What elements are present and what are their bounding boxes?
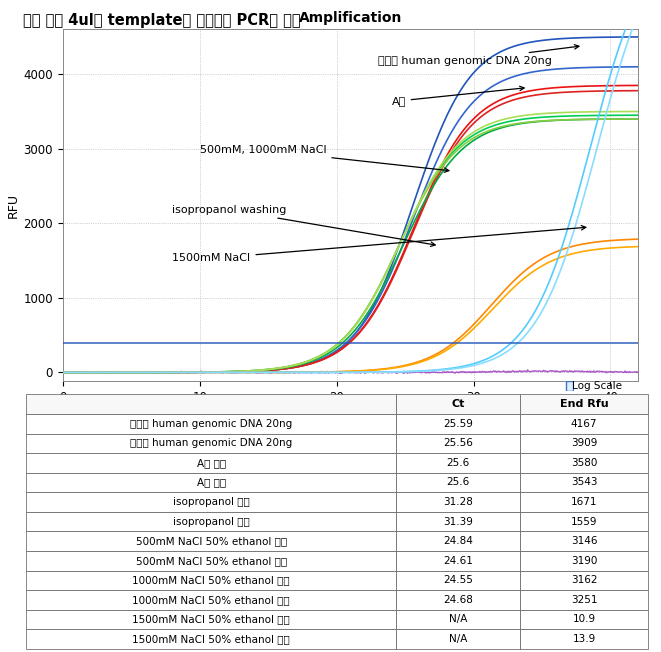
Text: 3190: 3190 (571, 556, 598, 566)
Text: isopropanol washing: isopropanol washing (173, 205, 435, 246)
Bar (26, 492, 396, 512)
Bar (396, 531, 520, 551)
Bar (520, 590, 648, 610)
X-axis label: Cycles: Cycles (330, 408, 371, 421)
Bar (520, 492, 648, 512)
Bar (26, 610, 396, 629)
Bar (520, 629, 648, 649)
Text: A사 원액: A사 원액 (197, 477, 226, 488)
Text: 1500mM NaCl 50% ethanol 원액: 1500mM NaCl 50% ethanol 원액 (132, 614, 290, 625)
Bar (520, 570, 648, 590)
Text: 500mM NaCl 50% ethanol 원액: 500mM NaCl 50% ethanol 원액 (136, 536, 287, 546)
Text: Ct: Ct (451, 399, 465, 409)
Bar (396, 473, 520, 492)
Bar (396, 590, 520, 610)
Bar (26, 531, 396, 551)
Text: 500mM, 1000mM NaCl: 500mM, 1000mM NaCl (200, 145, 449, 172)
Text: 1000mM NaCl 50% ethanol 원액: 1000mM NaCl 50% ethanol 원액 (132, 575, 290, 585)
Bar (26, 434, 396, 453)
Text: N/A: N/A (449, 614, 467, 625)
Bar (396, 434, 520, 453)
Text: 24.55: 24.55 (444, 575, 473, 585)
Text: isopropanol 원액: isopropanol 원액 (173, 497, 250, 507)
Bar (520, 453, 648, 473)
Text: 정량된 human genomic DNA 20ng: 정량된 human genomic DNA 20ng (130, 419, 292, 429)
Text: 31.39: 31.39 (444, 516, 473, 527)
Text: 10.9: 10.9 (572, 614, 596, 625)
Text: 추출 원액 4ul를 template로 사용하여 PCR한 결과: 추출 원액 4ul를 template로 사용하여 PCR한 결과 (23, 13, 301, 28)
Bar (520, 551, 648, 570)
Text: 25.56: 25.56 (444, 438, 473, 449)
Bar (520, 434, 648, 453)
Bar (26, 473, 396, 492)
Y-axis label: RFU: RFU (7, 193, 19, 218)
Text: 1500mM NaCl: 1500mM NaCl (173, 226, 586, 263)
Bar (396, 394, 520, 414)
Bar (26, 414, 396, 434)
Text: isopropanol 원액: isopropanol 원액 (173, 516, 250, 527)
Bar (26, 512, 396, 531)
Text: 4167: 4167 (571, 419, 598, 429)
Text: 25.59: 25.59 (444, 419, 473, 429)
Text: Log Scale: Log Scale (572, 381, 622, 391)
Text: 31.28: 31.28 (444, 497, 473, 507)
Bar (26, 551, 396, 570)
Bar (396, 610, 520, 629)
Text: 1559: 1559 (571, 516, 598, 527)
Bar (26, 629, 396, 649)
Bar (396, 551, 520, 570)
Text: 25.6: 25.6 (447, 477, 470, 488)
Bar (396, 453, 520, 473)
Text: 1500mM NaCl 50% ethanol 원액: 1500mM NaCl 50% ethanol 원액 (132, 634, 290, 644)
Bar (396, 629, 520, 649)
Bar (520, 610, 648, 629)
Text: 24.68: 24.68 (444, 595, 473, 605)
Bar (26, 453, 396, 473)
Bar (396, 570, 520, 590)
Bar (520, 394, 648, 414)
Text: A사 원액: A사 원액 (197, 458, 226, 468)
Bar (520, 414, 648, 434)
Text: 25.6: 25.6 (447, 458, 470, 468)
Title: Amplification: Amplification (299, 11, 402, 25)
Text: 3909: 3909 (571, 438, 598, 449)
Text: 3162: 3162 (571, 575, 598, 585)
Bar (396, 512, 520, 531)
Text: 13.9: 13.9 (572, 634, 596, 644)
Text: End Rfu: End Rfu (560, 399, 608, 409)
Text: A사: A사 (391, 86, 524, 106)
Text: 3580: 3580 (571, 458, 598, 468)
Text: 3543: 3543 (571, 477, 598, 488)
Text: 3251: 3251 (571, 595, 598, 605)
Bar (26, 394, 396, 414)
Text: 정량된 human genomic DNA 20ng: 정량된 human genomic DNA 20ng (130, 438, 292, 449)
Text: N/A: N/A (449, 634, 467, 644)
Text: 1671: 1671 (571, 497, 598, 507)
Text: 1000mM NaCl 50% ethanol 원액: 1000mM NaCl 50% ethanol 원액 (132, 595, 290, 605)
Bar (396, 492, 520, 512)
Bar (396, 414, 520, 434)
Text: 3146: 3146 (571, 536, 598, 546)
Bar (520, 512, 648, 531)
Bar (26, 570, 396, 590)
Bar (520, 473, 648, 492)
Text: 500mM NaCl 50% ethanol 원액: 500mM NaCl 50% ethanol 원액 (136, 556, 287, 566)
Text: 24.84: 24.84 (444, 536, 473, 546)
Bar (26, 590, 396, 610)
Text: 24.61: 24.61 (444, 556, 473, 566)
Text: 정량된 human genomic DNA 20ng: 정량된 human genomic DNA 20ng (377, 44, 579, 66)
Bar (520, 531, 648, 551)
